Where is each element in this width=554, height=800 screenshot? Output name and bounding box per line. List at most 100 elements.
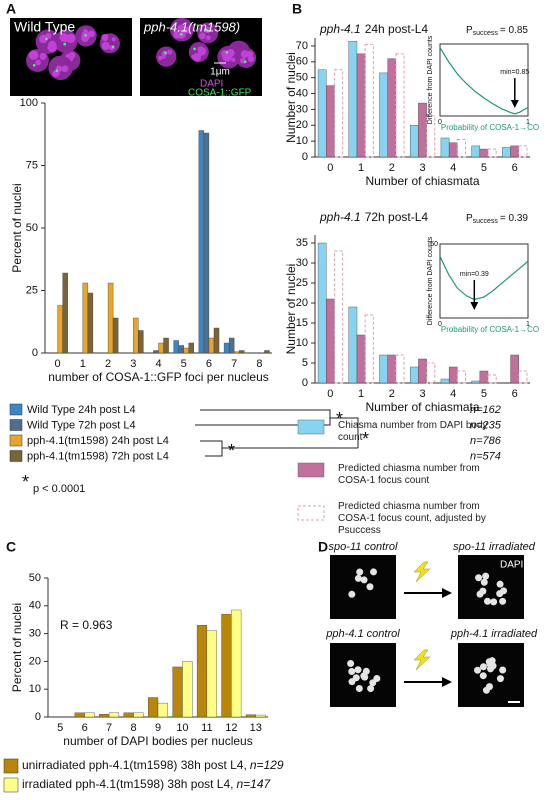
bar — [356, 334, 366, 384]
bar — [206, 630, 217, 718]
bar — [203, 132, 210, 354]
bar — [133, 712, 144, 718]
x-tick-label: 8 — [130, 722, 136, 734]
focus — [55, 69, 59, 73]
focus — [84, 33, 87, 37]
y-axis-title: Number of nuclei — [284, 52, 298, 143]
x-tick-label: 4 — [155, 358, 161, 370]
y-axis-title: Percent of nuclei — [10, 603, 24, 692]
nucleus-detail — [231, 57, 236, 62]
significance-label: p < 0.0001 — [33, 483, 85, 495]
bar — [387, 58, 397, 158]
y-tick-label: 60 — [430, 241, 438, 248]
x-tick-label: 1 — [526, 119, 530, 126]
legend-label: Wild Type 24h post L4 — [27, 404, 136, 416]
bar — [178, 345, 184, 354]
x-tick-label: 9 — [155, 722, 161, 734]
bar — [426, 362, 436, 384]
y-tick-label: 10 — [29, 683, 41, 695]
annotation: R = 0.963 — [60, 618, 113, 632]
bar — [456, 139, 466, 158]
legend-label: Predicted chiasma number from COSA-1 foc… — [338, 501, 486, 536]
focus — [193, 47, 196, 51]
nucleus-detail — [39, 34, 48, 44]
legend-swatch — [297, 462, 325, 478]
bar — [471, 145, 481, 158]
legend-swatch — [9, 450, 23, 462]
bar — [448, 142, 458, 158]
legend-swatch — [9, 419, 23, 431]
legend-swatch — [3, 758, 19, 774]
bar — [410, 366, 419, 384]
bar — [99, 714, 110, 718]
nuclei — [26, 17, 257, 80]
legend-n: n=162 — [470, 404, 501, 416]
bar — [133, 317, 139, 354]
annotation-value: = 0.39 — [500, 213, 529, 224]
y-tick-label: 0 — [35, 711, 41, 723]
nucleus-detail — [39, 53, 47, 61]
panel-label: C — [6, 539, 16, 555]
significance-marker: * — [228, 441, 235, 461]
y-tick-label: 70 — [296, 40, 308, 52]
bar — [364, 314, 374, 384]
x-axis-title: number of COSA-1::GFP foci per nucleus — [48, 370, 269, 384]
y-axis-title: Number of nuclei — [284, 264, 298, 355]
bar — [123, 712, 134, 718]
bar — [395, 354, 405, 384]
stain-label: COSA-1::GFP — [188, 88, 252, 99]
nucleus-detail — [206, 35, 211, 41]
bar — [440, 378, 450, 384]
dapi-body — [499, 597, 507, 605]
bar — [62, 272, 68, 354]
y-tick-label: 0 — [302, 151, 308, 163]
dapi-body — [362, 667, 370, 675]
x-tick-label: 0 — [327, 162, 333, 174]
bar — [84, 712, 95, 718]
y-tick-label: 20 — [296, 119, 308, 131]
y-tick-label: 50 — [26, 222, 38, 234]
x-tick-label: 6 — [512, 388, 518, 400]
nucleus-detail — [101, 33, 109, 42]
x-tick-label: 7 — [106, 722, 112, 734]
nucleus-detail — [35, 59, 41, 66]
y-axis-title: Difference from DAPI counts — [427, 35, 434, 124]
y-tick-label: 0 — [302, 377, 308, 389]
bar — [333, 69, 344, 158]
y-axis-title: Difference from DAPI counts — [427, 236, 434, 325]
bar — [208, 337, 215, 354]
x-axis-title: Probability of COSA-1→CO — [441, 325, 539, 334]
annotation: min=0.85 — [500, 69, 529, 76]
y-tick-label: 15 — [296, 317, 308, 329]
chart-title: pph-4.1 72h post-L4 — [319, 210, 428, 224]
title-gene: pph-4.1 — [319, 22, 361, 36]
bar — [158, 342, 164, 354]
x-tick-label: 2 — [389, 162, 395, 174]
bar — [479, 148, 489, 158]
legend-label: Wild Type 72h post L4 — [27, 419, 136, 431]
stain-label: DAPI — [500, 560, 523, 571]
dapi-body — [480, 578, 488, 586]
legend-n: n=129 — [250, 758, 284, 772]
nucleus-detail — [167, 49, 173, 55]
x-tick-label: 3 — [419, 388, 425, 400]
significance-marker: * — [336, 409, 343, 429]
bar — [74, 712, 85, 718]
dapi-body — [474, 666, 482, 674]
bar — [379, 72, 388, 158]
focus — [225, 51, 229, 54]
panel-label: B — [292, 1, 302, 17]
image-label: spo-11 irradiated — [453, 541, 536, 553]
bar — [471, 380, 481, 384]
y-tick-label: 30 — [29, 628, 41, 640]
dapi-body — [354, 574, 362, 582]
nucleus-detail — [158, 55, 163, 61]
x-tick-label: 6 — [206, 358, 212, 370]
legend-n: n=786 — [470, 435, 502, 447]
image-label: Wild Type — [14, 19, 75, 35]
legend-swatch — [9, 403, 23, 416]
dapi-body — [482, 572, 490, 580]
x-axis-title: Number of chiasmata — [365, 174, 479, 188]
focus — [180, 33, 183, 36]
nucleus-detail — [28, 50, 39, 60]
